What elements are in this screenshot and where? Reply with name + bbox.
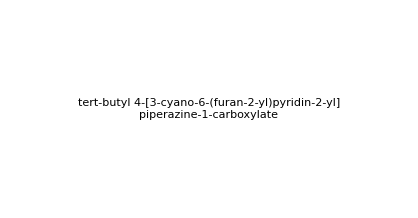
Text: tert-butyl 4-[3-cyano-6-(furan-2-yl)pyridin-2-yl]
piperazine-1-carboxylate: tert-butyl 4-[3-cyano-6-(furan-2-yl)pyri… (78, 98, 340, 120)
